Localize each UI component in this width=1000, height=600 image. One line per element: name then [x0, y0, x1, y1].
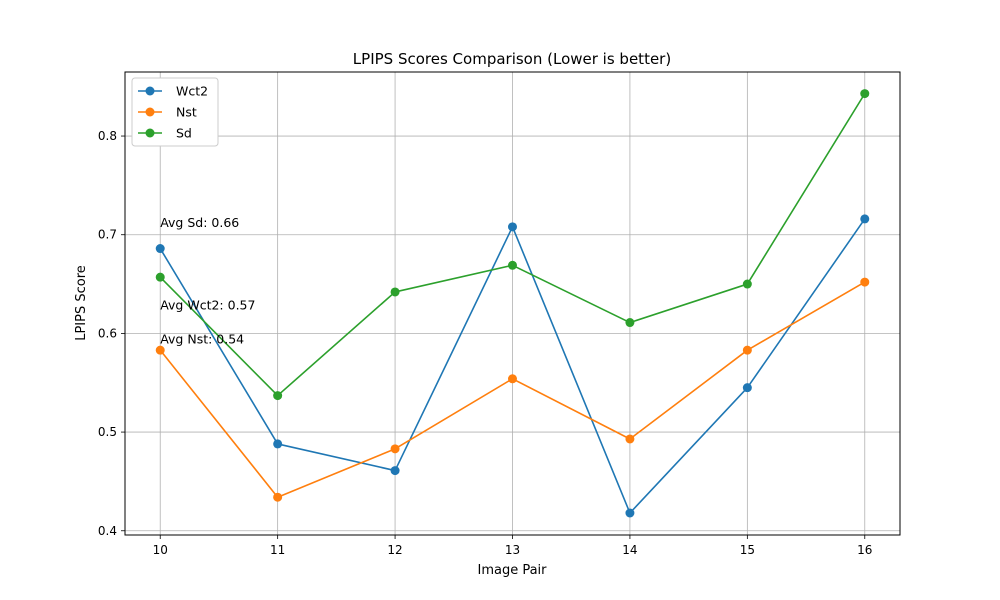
- data-point-nst: [860, 277, 870, 287]
- data-point-nst: [155, 345, 165, 355]
- grid-lines: [125, 72, 900, 535]
- data-point-nst: [742, 345, 752, 355]
- y-tick-label: 0.5: [98, 425, 117, 439]
- data-point-wct2: [390, 466, 400, 476]
- axis-ticks: 10 11 12 13 14 15 16 0.4 0.5 0.6 0.7 0.8: [98, 129, 873, 557]
- legend-label-wct2: Wct2: [176, 84, 208, 99]
- x-tick-label: 13: [505, 543, 520, 557]
- annotation-text: Avg Wct2: 0.57: [160, 298, 255, 313]
- legend-box: [131, 77, 219, 147]
- data-point-sd: [273, 391, 283, 401]
- annotation-text: Avg Sd: 0.66: [160, 215, 239, 230]
- annotation-text: Avg Nst: 0.54: [160, 331, 244, 346]
- data-point-sd: [860, 89, 870, 99]
- data-point-sd: [390, 287, 400, 297]
- y-tick-label: 0.7: [98, 228, 117, 242]
- x-axis-label: Image Pair: [477, 563, 547, 578]
- y-tick-label: 0.6: [98, 326, 117, 340]
- data-point-wct2: [508, 222, 517, 232]
- legend-marker-sd: [145, 128, 155, 138]
- chart-title: LPIPS Scores Comparison (Lower is better…: [353, 50, 671, 68]
- y-axis-label: LPIPS Score: [74, 265, 89, 341]
- data-point-wct2: [860, 214, 870, 224]
- legend-marker-nst: [145, 107, 155, 117]
- data-point-sd: [625, 318, 635, 328]
- x-tick-label: 15: [740, 543, 755, 557]
- data-point-nst: [508, 374, 517, 384]
- legend-marker-wct2: [145, 86, 155, 96]
- data-point-nst: [390, 444, 400, 454]
- x-tick-label: 12: [387, 543, 402, 557]
- annotations: Avg Sd: 0.66 Avg Wct2: 0.57 Avg Nst: 0.54: [160, 215, 255, 346]
- data-point-sd: [155, 272, 165, 282]
- x-tick-label: 14: [622, 543, 637, 557]
- data-point-wct2: [155, 244, 165, 254]
- legend-label-nst: Nst: [176, 105, 197, 120]
- data-point-sd: [508, 260, 517, 270]
- x-tick-label: 11: [270, 543, 285, 557]
- y-tick-label: 0.4: [98, 524, 117, 538]
- data-point-nst: [273, 492, 283, 502]
- legend-label-sd: Sd: [176, 126, 192, 141]
- data-point-nst: [625, 434, 635, 444]
- x-tick-label: 16: [857, 543, 872, 557]
- data-point-wct2: [625, 508, 635, 518]
- x-tick-label: 10: [153, 543, 168, 557]
- legend: Wct2 Nst Sd: [131, 77, 219, 147]
- data-point-wct2: [273, 439, 283, 449]
- series-group: [155, 89, 870, 518]
- y-tick-label: 0.8: [98, 129, 117, 143]
- data-point-wct2: [742, 383, 752, 393]
- data-point-sd: [742, 279, 752, 289]
